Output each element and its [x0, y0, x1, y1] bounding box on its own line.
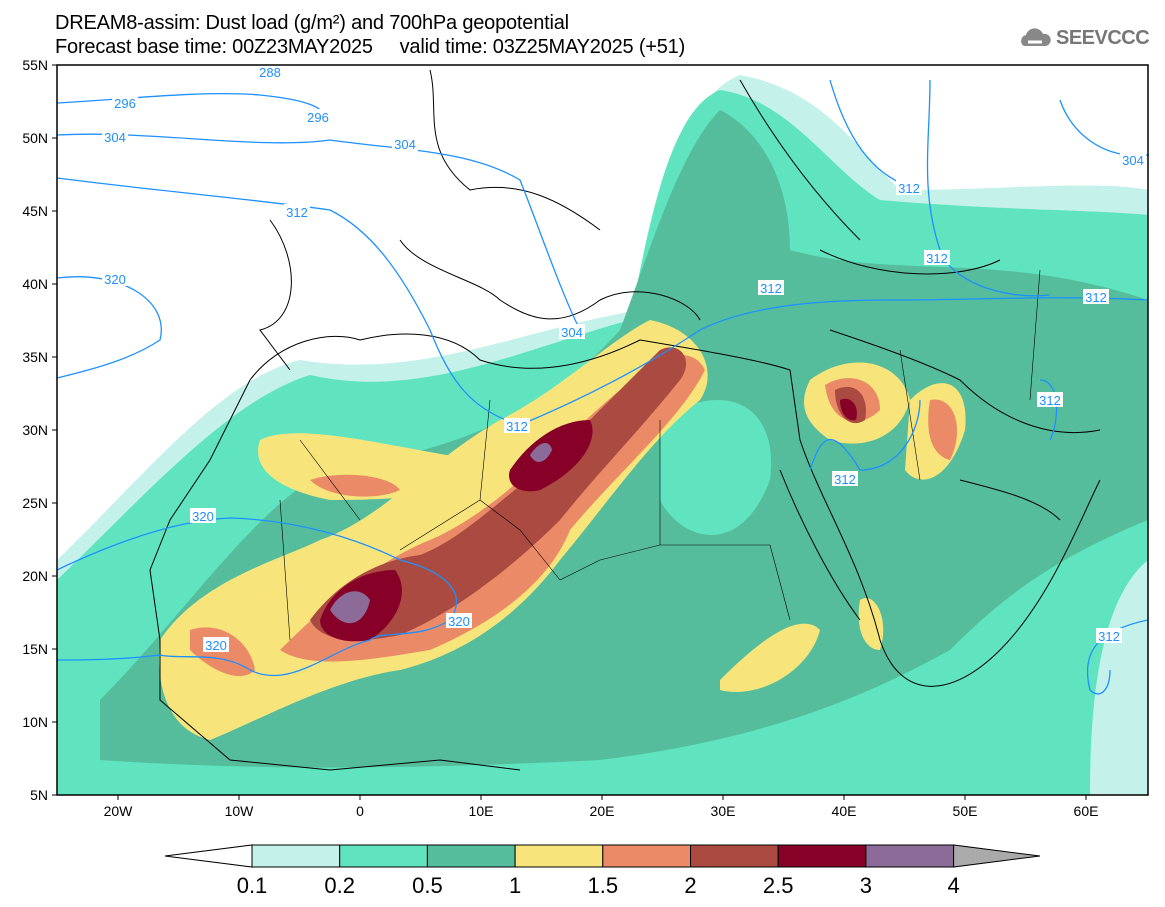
colorbar-bin	[690, 844, 779, 868]
colorbar-tick-label: 2.5	[763, 873, 794, 898]
contour-label: 312	[506, 419, 528, 434]
contour-label-bg	[896, 180, 922, 195]
lat-label: 35N	[22, 349, 48, 365]
cloud-icon	[1021, 28, 1051, 46]
contour-label: 312	[926, 251, 948, 266]
latitude-axis: 55N 50N 45N 40N 35N 30N 25N 20N 15N 10N 5N	[22, 57, 57, 803]
contour-label-bg	[305, 109, 331, 124]
colorbar-tick-label: 3	[860, 873, 872, 898]
contour-label-bg	[102, 271, 128, 286]
colorbar-tick-label: 0.2	[324, 873, 355, 898]
contour-label: 312	[898, 181, 920, 196]
contour-label: 312	[1085, 290, 1107, 305]
lon-label: 20W	[104, 803, 134, 819]
colorbar-tick-label: 1	[509, 873, 521, 898]
longitude-axis: 20W 10W 0 10E 20E 30E 40E 50E 60E	[104, 795, 1099, 819]
colorbar-bin	[426, 844, 516, 868]
lon-label: 30E	[711, 803, 736, 819]
contour-label-bg	[446, 613, 472, 628]
lat-label: 45N	[22, 203, 48, 219]
coastlines	[149, 69, 1101, 771]
contour-label: 296	[307, 110, 329, 125]
lon-label: 60E	[1074, 803, 1099, 819]
contour-label: 312	[1098, 629, 1120, 644]
lon-label: 10W	[225, 803, 255, 819]
colorbar-bin	[514, 844, 604, 868]
country-borders	[279, 269, 1041, 641]
contour-label: 312	[760, 281, 782, 296]
contour-label: 320	[192, 509, 214, 524]
contour-label-bg	[504, 418, 530, 433]
lat-label: 10N	[22, 714, 48, 730]
contour-label: 320	[205, 638, 227, 653]
contour-label: 312	[286, 205, 308, 220]
lon-label: 20E	[590, 803, 615, 819]
colorbar-tick-label: 0.5	[412, 873, 443, 898]
contour-label-bg	[559, 324, 585, 339]
contour-label-bg	[284, 204, 310, 219]
lat-label: 40N	[22, 276, 48, 292]
colorbar-bin	[777, 844, 867, 868]
colorbar: 0.1 0.2 0.5 1 1.5 2 2.5 3 4	[164, 844, 1041, 898]
colorbar-high-arrow	[953, 844, 1041, 868]
contour-label: 320	[448, 614, 470, 629]
lat-label: 20N	[22, 568, 48, 584]
contour-label: 320	[104, 272, 126, 287]
contour-label: 312	[834, 472, 856, 487]
lat-label: 15N	[22, 641, 48, 657]
seevccc-logo: SEEVCCC	[1018, 26, 1150, 50]
contour-label: 304	[561, 325, 583, 340]
contour-label: 304	[394, 137, 416, 152]
contour-label-bg	[392, 136, 418, 151]
lon-label: 50E	[953, 803, 978, 819]
contour-label-bg	[1096, 628, 1122, 643]
contour-label-bg	[1120, 152, 1146, 167]
lon-label: 0	[356, 803, 364, 819]
lon-label: 10E	[469, 803, 494, 819]
contour-label-bg	[1083, 289, 1109, 304]
contour-label-bg	[758, 280, 784, 295]
contour-label-bg	[203, 637, 229, 652]
logo-text: SEEVCCC	[1056, 26, 1150, 49]
contour-labels: 288 296 296 304 304 312 320 304 312 320 320 320 312 3…	[102, 65, 1146, 653]
colorbar-bin	[251, 844, 341, 868]
contour-label: 304	[104, 130, 126, 145]
colorbar-low-arrow	[164, 844, 253, 868]
title-line-2: Forecast base time: 00Z23MAY2025 valid t…	[55, 36, 686, 58]
dust-field: 288 296 296 304 304 312 320 304 312 320 320 320 312 3…	[57, 65, 1148, 795]
colorbar-bin	[602, 844, 691, 868]
lon-label: 40E	[832, 803, 857, 819]
lat-label: 30N	[22, 422, 48, 438]
colorbar-bin	[339, 844, 428, 868]
lat-label: 50N	[22, 130, 48, 146]
contour-label: 304	[1122, 153, 1144, 168]
colorbar-tick-label: 2	[684, 873, 696, 898]
lat-label: 55N	[22, 57, 48, 73]
contour-label-bg	[924, 250, 950, 265]
title-line-1: DREAM8-assim: Dust load (g/m²) and 700hP…	[55, 12, 569, 34]
contour-label-bg	[112, 95, 138, 110]
contour-label-bg	[257, 65, 283, 79]
colorbar-tick-label: 4	[947, 873, 959, 898]
colorbar-tick-label: 0.1	[237, 873, 268, 898]
contour-label-bg	[832, 471, 858, 486]
contour-label-bg	[1037, 392, 1063, 407]
lat-label: 5N	[30, 787, 48, 803]
colorbar-tick-label: 1.5	[588, 873, 619, 898]
contour-label-bg	[102, 129, 128, 144]
contour-label: 296	[114, 96, 136, 111]
colorbar-bin	[865, 844, 955, 868]
contour-label-bg	[190, 508, 216, 523]
contour-label: 288	[259, 65, 281, 80]
contour-label: 312	[1039, 393, 1061, 408]
lat-label: 25N	[22, 495, 48, 511]
